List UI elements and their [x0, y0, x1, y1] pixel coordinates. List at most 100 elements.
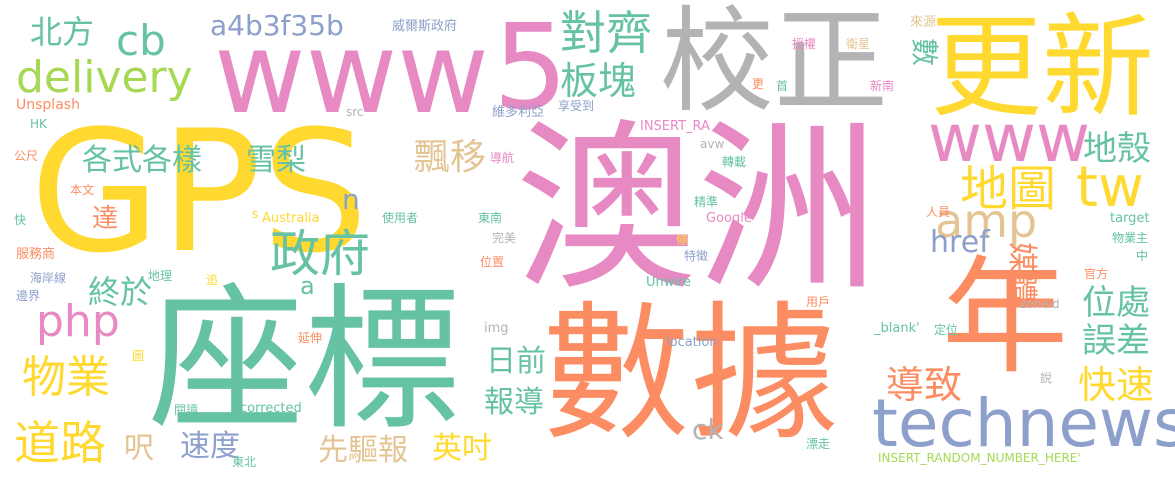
word-body: 本文 — [70, 183, 95, 197]
word-welsh-gov: 威爾斯政府 — [392, 19, 458, 34]
word-border: 邊界 — [16, 289, 41, 303]
word-provider: 服務商 — [16, 247, 56, 262]
word-www-small: www — [928, 100, 1090, 177]
word-5: 5 — [493, 0, 569, 136]
word-coordinate: 座標 — [148, 269, 460, 451]
word-www-large: www — [214, 9, 489, 139]
word-road: 道路 — [14, 416, 106, 470]
word-fast-s: 快 — [14, 213, 27, 227]
word-new-south: 新南 — [870, 79, 895, 93]
word-unwire: Unwire — [646, 275, 692, 290]
word-n: n — [342, 183, 360, 216]
word-tw: tw — [1076, 155, 1144, 220]
word-north: 北方 — [30, 13, 95, 51]
word-kilometre: 公尺 — [14, 149, 39, 163]
word-error: 誤差 — [1082, 321, 1150, 361]
word-say: 說 — [1040, 371, 1053, 385]
word-insert-ra: INSERT_RA — [640, 119, 710, 134]
word-government: 政府 — [270, 225, 370, 283]
word-avw: avw — [700, 137, 725, 151]
word-sydney: 雪梨 — [246, 143, 306, 178]
word-first: 首 — [776, 79, 789, 93]
word-various: 各式各樣 — [82, 143, 202, 178]
word-number: 數 — [908, 38, 941, 67]
word-amp: amp — [935, 194, 1038, 248]
word-zoneid: zoneid — [1020, 297, 1060, 311]
word-southeast: 東南 — [478, 211, 503, 225]
word-source: 來源 — [910, 15, 937, 30]
word-more: 更 — [752, 77, 765, 91]
word-src: src — [346, 105, 364, 119]
word-person: 人員 — [926, 205, 951, 219]
word-extend: 延伸 — [298, 331, 323, 345]
word-owner: 物業主 — [1112, 231, 1149, 245]
word-a4b3f35b: a4b3f35b — [210, 9, 344, 42]
word-feature: 特徵 — [684, 249, 709, 263]
word-report: 報導 — [484, 385, 544, 420]
word-cause: 導致 — [886, 363, 963, 407]
word-data: 數據 — [542, 288, 838, 460]
word-user: 使用者 — [382, 211, 419, 225]
word-blank: _blank' — [874, 321, 920, 336]
word-item: 條 — [676, 233, 689, 247]
word-geography: 地理 — [148, 269, 173, 283]
word-google: Google — [706, 211, 752, 226]
word-chase: 追 — [206, 273, 219, 287]
word-speed: 速度 — [180, 429, 240, 464]
word-enjoy: 享受到 — [558, 99, 595, 113]
word-reprint: 轉載 — [722, 155, 747, 169]
word-reach: 達 — [92, 204, 119, 234]
word-cb: cb — [116, 16, 166, 65]
word-plate: 板塊 — [560, 59, 637, 103]
word-hk: HK — [30, 117, 47, 131]
word-map: 地圖 — [960, 161, 1057, 217]
word-satellite: 衛星 — [846, 37, 871, 51]
word-unsplash: Unsplash — [16, 97, 80, 113]
word-northeast: 東北 — [232, 455, 257, 469]
word-wander: 漂走 — [806, 437, 831, 451]
word-fast: 快速 — [1078, 363, 1155, 407]
word-corrected: corrected — [240, 401, 302, 416]
word-finally: 終於 — [88, 273, 153, 311]
word-align: 對齊 — [560, 6, 652, 60]
word-year: 年 — [942, 244, 1068, 391]
word-map-s: 圖 — [132, 349, 145, 363]
word-victoria: 維多利亞 — [492, 105, 545, 120]
word-precise: 精準 — [694, 195, 719, 209]
word-location-en: location — [666, 335, 718, 350]
word-property: 物業 — [22, 352, 110, 403]
word-target: target — [1110, 211, 1150, 226]
word-locate: 定位 — [934, 323, 959, 337]
word-delivery: delivery — [16, 52, 193, 103]
word-php: php — [36, 296, 120, 347]
word-drift: 飄移 — [414, 137, 487, 178]
word-official: 官方 — [1084, 267, 1109, 281]
word-feet: 呎 — [124, 431, 154, 466]
word-location-zh: 位置 — [480, 255, 505, 269]
word-gps: GPS — [30, 94, 369, 290]
word-coastline: 海岸線 — [30, 271, 67, 285]
word-inch: 英吋 — [432, 431, 492, 466]
word-media: 媒體 — [1004, 242, 1039, 302]
word-navigation: 導航 — [490, 151, 515, 165]
word-ck: ck — [692, 413, 724, 446]
word-crust: 地殼 — [1083, 129, 1151, 169]
word-authorize: 授權 — [792, 37, 817, 51]
word-insert-random: INSERT_RANDOM_NUMBER_HERE' — [878, 451, 1081, 465]
word-href: href — [930, 225, 990, 260]
word-perfect: 完美 — [492, 231, 517, 245]
word-position: 位處 — [1082, 283, 1150, 323]
word-technews: technews — [872, 385, 1175, 462]
word-current: 日前 — [486, 344, 546, 379]
word-update: 更新 — [930, 3, 1154, 133]
word-img: img — [484, 321, 509, 336]
word-a: a — [300, 272, 315, 300]
word-herald: 先驅報 — [318, 433, 408, 468]
word-correction: 校正 — [660, 0, 889, 128]
word-s: s — [252, 207, 259, 221]
word-australia-en: Australia — [262, 211, 320, 226]
word-middle: 中 — [1136, 249, 1149, 263]
word-australia-zh: 澳洲 — [515, 103, 879, 315]
word-read: 閱讀 — [174, 403, 199, 417]
